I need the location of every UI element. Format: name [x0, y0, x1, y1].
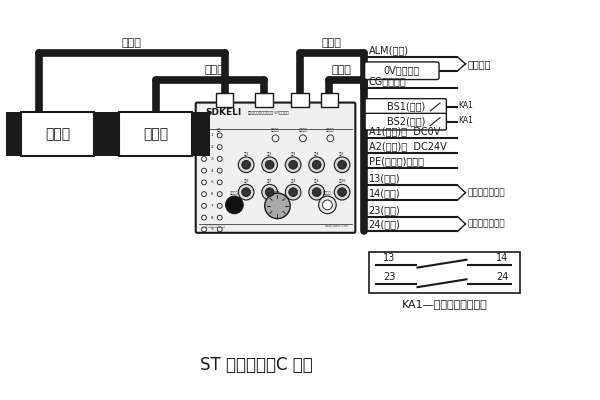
- Text: 通道: 通道: [217, 128, 221, 132]
- Text: 输出状态: 输出状态: [326, 128, 335, 132]
- Text: 8: 8: [211, 216, 213, 220]
- Circle shape: [242, 188, 251, 196]
- Bar: [94, 112, 119, 156]
- Text: 7: 7: [211, 204, 213, 208]
- Text: 9: 9: [211, 227, 213, 231]
- FancyBboxPatch shape: [365, 113, 446, 130]
- Circle shape: [262, 157, 277, 172]
- Text: ALM(黑色): ALM(黑色): [368, 45, 409, 55]
- Bar: [119, 112, 192, 156]
- Text: 通道1: 通道1: [244, 151, 249, 155]
- Text: 接报警器: 接报警器: [467, 59, 491, 69]
- Text: KA1—折弯机慢下继电器: KA1—折弯机慢下继电器: [401, 299, 487, 309]
- Text: 山东斯达光电技术有限公司: 山东斯达光电技术有限公司: [205, 224, 226, 228]
- Text: 信号线: 信号线: [322, 38, 342, 48]
- Circle shape: [238, 184, 254, 200]
- Text: KA1: KA1: [458, 102, 473, 110]
- Text: 通道6: 通道6: [244, 178, 249, 182]
- Bar: [4, 112, 21, 156]
- Text: A2(红色)：  DC24V: A2(红色)： DC24V: [368, 141, 446, 151]
- Circle shape: [265, 188, 274, 196]
- FancyBboxPatch shape: [365, 62, 439, 80]
- Text: 23(棕色): 23(棕色): [368, 205, 400, 215]
- Text: 发射器: 发射器: [45, 127, 70, 141]
- Circle shape: [312, 188, 321, 196]
- Text: 通道10: 通道10: [338, 178, 346, 182]
- Text: SDKELI: SDKELI: [205, 108, 241, 117]
- FancyBboxPatch shape: [196, 102, 355, 233]
- Circle shape: [265, 193, 290, 219]
- Text: 接收器: 接收器: [143, 127, 168, 141]
- Text: 通道9: 通道9: [314, 178, 319, 182]
- Circle shape: [238, 157, 254, 172]
- Text: 光束状态: 光束状态: [271, 128, 280, 132]
- Bar: [291, 93, 309, 107]
- Text: KA1: KA1: [458, 116, 473, 125]
- Text: 0V（绿色）: 0V（绿色）: [384, 65, 420, 75]
- Text: 电源线: 电源线: [332, 65, 352, 75]
- Text: CG（红色）: CG（红色）: [368, 76, 406, 86]
- Text: 6: 6: [211, 192, 213, 196]
- Circle shape: [309, 184, 325, 200]
- Circle shape: [289, 188, 298, 196]
- Circle shape: [286, 157, 301, 172]
- FancyBboxPatch shape: [365, 99, 446, 115]
- Bar: [21, 112, 94, 156]
- Text: 通道2: 通道2: [267, 151, 272, 155]
- Text: BS1(蓝色): BS1(蓝色): [386, 101, 425, 111]
- Text: 14: 14: [496, 253, 508, 263]
- Bar: [192, 112, 210, 156]
- Text: 1: 1: [211, 133, 213, 137]
- Text: 电源开关: 电源开关: [323, 191, 332, 195]
- Text: 23: 23: [383, 272, 395, 282]
- Circle shape: [334, 184, 350, 200]
- Text: 通道7: 通道7: [267, 178, 272, 182]
- Text: 4: 4: [211, 169, 213, 173]
- Text: 24(棕色): 24(棕色): [368, 219, 400, 229]
- Circle shape: [226, 196, 243, 214]
- Circle shape: [289, 160, 298, 169]
- Circle shape: [309, 157, 325, 172]
- Circle shape: [323, 200, 332, 210]
- Text: 通道5: 通道5: [340, 151, 345, 155]
- Text: ST 型控制器（C 型）: ST 型控制器（C 型）: [200, 356, 313, 374]
- Text: 传输线: 传输线: [122, 38, 142, 48]
- Text: 传输线: 传输线: [205, 65, 224, 75]
- Text: 5: 5: [211, 180, 213, 184]
- Circle shape: [265, 160, 274, 169]
- Circle shape: [319, 196, 336, 214]
- Circle shape: [338, 188, 347, 196]
- Text: 通道8: 通道8: [290, 178, 296, 182]
- Text: 2: 2: [211, 145, 213, 149]
- Circle shape: [242, 160, 251, 169]
- Text: 3: 3: [211, 157, 213, 161]
- Circle shape: [286, 184, 301, 200]
- Text: 数控开关: 数控开关: [230, 191, 239, 195]
- Bar: [320, 93, 338, 107]
- Text: A1(白色)：  DC0V: A1(白色)： DC0V: [368, 126, 440, 136]
- Text: BS2(棕色): BS2(棕色): [386, 116, 425, 126]
- Bar: [255, 93, 272, 107]
- Text: 14(蓝色): 14(蓝色): [368, 188, 400, 198]
- Bar: [216, 93, 233, 107]
- Text: 警报信号: 警报信号: [299, 128, 307, 132]
- Bar: [368, 252, 520, 293]
- Circle shape: [338, 160, 347, 169]
- Text: 光片型激光安全保护装置·ST型控制器: 光片型激光安全保护装置·ST型控制器: [248, 110, 290, 114]
- Text: 光束: 光束: [203, 128, 207, 132]
- Text: 接快下控制输出: 接快下控制输出: [467, 220, 505, 228]
- Circle shape: [334, 157, 350, 172]
- Text: 接快下控制输出: 接快下控制输出: [467, 188, 505, 197]
- Circle shape: [312, 160, 321, 169]
- Circle shape: [262, 184, 277, 200]
- Text: 通道3: 通道3: [290, 151, 296, 155]
- Text: www.sdkeli.com: www.sdkeli.com: [325, 224, 349, 228]
- Text: 13: 13: [383, 253, 395, 263]
- Text: 启用锁: 启用锁: [274, 191, 281, 195]
- Text: PE(黄绿色)：接地: PE(黄绿色)：接地: [368, 156, 424, 166]
- Text: 13(蓝色): 13(蓝色): [368, 173, 400, 183]
- Text: 通道4: 通道4: [314, 151, 319, 155]
- Text: 24: 24: [496, 272, 508, 282]
